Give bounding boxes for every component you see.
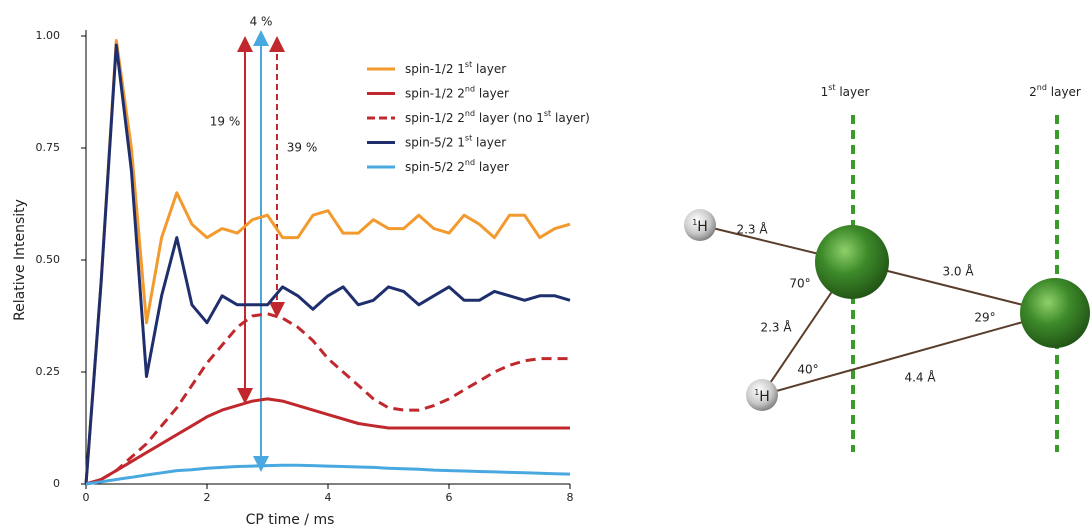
y-tick-label: 0.75: [36, 141, 61, 154]
series-line: [85, 312, 570, 486]
y-tick-label: 0.50: [36, 253, 61, 266]
distance-label: 3.0 Å: [942, 264, 974, 279]
y-tick-label: 1.00: [36, 29, 61, 42]
atom: [1020, 278, 1090, 348]
x-tick-label: 4: [325, 491, 332, 504]
angle-label: 70°: [789, 277, 810, 291]
x-tick-label: 6: [446, 491, 453, 504]
distance-label: 2.3 Å: [736, 222, 768, 237]
y-tick-label: 0.25: [36, 365, 61, 378]
annotation: 39 %: [287, 141, 318, 155]
series-line: [84, 39, 571, 485]
x-tick-label: 8: [567, 491, 574, 504]
distance-label: 2.3 Å: [760, 320, 792, 335]
atom: [815, 225, 889, 299]
diagram: 1st layer 2nd layer 1H 1H 2.3 Å 70° 2.3 …: [684, 83, 1090, 452]
chart: CP time / ms Relative Intensity 19 % 4 %…: [12, 15, 590, 529]
atom: [684, 209, 716, 241]
angle-label: 29°: [974, 311, 995, 325]
layer-label: 2nd layer: [1029, 83, 1081, 99]
annotation: 19 %: [210, 115, 241, 129]
legend-label: spin-1/2 2nd layer: [405, 84, 509, 100]
angle-label: 40°: [797, 363, 818, 377]
legend-label: spin-1/2 1st layer: [405, 60, 506, 76]
x-tick-label: 0: [83, 491, 90, 504]
atom-label: 1H: [692, 218, 708, 236]
legend-label: spin-1/2 2nd layer (no 1st layer): [405, 109, 590, 125]
y-axis-label: Relative Intensity: [12, 199, 28, 321]
x-axis-label: CP time / ms: [246, 512, 335, 528]
x-tick-label: 2: [204, 491, 211, 504]
layer-label: 1st layer: [821, 83, 870, 99]
series-line: [84, 43, 571, 485]
series-line: [85, 397, 570, 486]
distance-label: 4.4 Å: [904, 370, 936, 385]
legend-label: spin-5/2 2nd layer: [405, 158, 509, 174]
series-line: [85, 463, 571, 486]
legend-label: spin-5/2 1st layer: [405, 133, 506, 149]
y-tick-label: 0: [53, 477, 60, 490]
atom: [746, 379, 778, 411]
annotation: 4 %: [250, 15, 273, 29]
atom-label: 1H: [754, 388, 770, 406]
